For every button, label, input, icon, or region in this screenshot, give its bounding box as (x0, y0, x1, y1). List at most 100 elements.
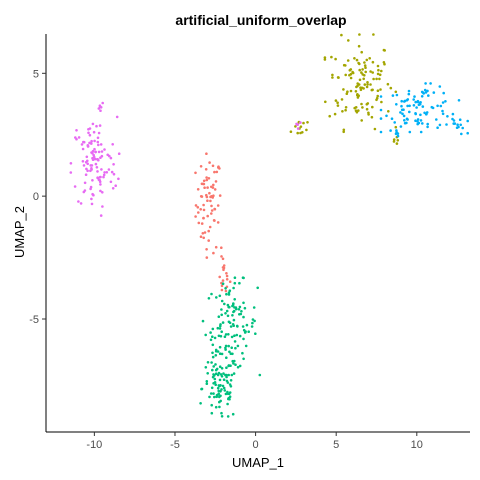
data-point (366, 83, 369, 86)
data-point (231, 359, 234, 363)
data-point (94, 162, 98, 166)
data-point (405, 121, 408, 125)
data-point (349, 89, 353, 93)
data-point (334, 57, 337, 61)
data-point (386, 82, 390, 86)
data-point (389, 86, 393, 90)
data-point (111, 143, 114, 146)
data-point (224, 344, 228, 348)
data-point (252, 306, 256, 309)
data-point (451, 117, 454, 121)
data-point (347, 39, 350, 42)
data-point (82, 164, 86, 167)
data-point (220, 415, 224, 418)
data-point (232, 302, 235, 305)
data-point (91, 122, 95, 126)
data-point (206, 186, 209, 189)
data-point (197, 221, 201, 225)
data-point (359, 88, 363, 92)
data-point (212, 382, 215, 385)
data-point (203, 231, 207, 234)
data-point (213, 395, 216, 399)
data-point (395, 103, 398, 106)
data-point (87, 131, 90, 135)
data-point (341, 110, 344, 113)
data-point (226, 415, 230, 418)
data-point (241, 325, 245, 328)
data-point (224, 348, 227, 351)
data-point (217, 334, 221, 338)
data-point (378, 73, 382, 77)
data-point (208, 395, 211, 399)
data-point (355, 58, 359, 62)
data-point (219, 324, 222, 328)
data-point (223, 389, 227, 392)
data-point (408, 110, 411, 114)
data-point (414, 100, 418, 104)
data-point (73, 185, 77, 188)
data-point (371, 105, 374, 109)
data-point (211, 351, 214, 355)
data-point (406, 118, 409, 121)
data-point (426, 125, 429, 129)
data-point (458, 118, 462, 121)
data-point (212, 392, 215, 395)
x-tick-label: 5 (333, 439, 339, 451)
data-point (379, 108, 383, 112)
data-point (91, 156, 94, 160)
data-point (359, 86, 362, 89)
data-point (378, 77, 381, 81)
data-point (207, 229, 210, 233)
data-point (354, 106, 358, 109)
data-point (202, 236, 205, 240)
data-point (117, 177, 120, 181)
data-point (199, 402, 202, 405)
data-point (382, 61, 386, 64)
data-point (360, 102, 363, 106)
data-point (204, 168, 208, 171)
axes (42, 34, 470, 436)
data-point (218, 405, 221, 409)
data-point (95, 166, 99, 169)
data-point (212, 373, 215, 376)
data-point (375, 77, 378, 81)
data-point (217, 165, 220, 168)
data-point (194, 215, 197, 218)
data-point (358, 78, 362, 82)
data-point (231, 352, 234, 356)
data-point (355, 85, 358, 89)
data-point (424, 82, 427, 85)
data-point (210, 185, 213, 189)
data-point (84, 173, 88, 176)
data-point (353, 57, 356, 60)
data-point (83, 181, 87, 185)
data-point (212, 251, 215, 255)
data-point (216, 221, 220, 224)
data-point (351, 70, 354, 74)
data-point (220, 367, 224, 370)
data-point (441, 109, 444, 113)
data-point (425, 111, 429, 114)
data-point (99, 214, 103, 217)
data-point (213, 188, 217, 191)
data-point (210, 361, 213, 364)
data-point (226, 402, 229, 406)
data-point (403, 119, 406, 122)
data-point (200, 222, 204, 225)
data-point (232, 372, 236, 375)
data-point (231, 314, 234, 317)
data-point (344, 73, 348, 77)
data-point (101, 101, 104, 105)
data-point (387, 110, 390, 113)
data-point (98, 124, 102, 127)
data-point (233, 298, 236, 301)
series-4 (379, 82, 470, 138)
data-point (103, 171, 106, 174)
data-point (217, 315, 221, 319)
data-point (294, 125, 297, 128)
data-point (199, 195, 203, 198)
series-1 (194, 152, 232, 293)
data-point (216, 386, 220, 390)
data-point (438, 85, 442, 88)
data-point (360, 50, 364, 54)
